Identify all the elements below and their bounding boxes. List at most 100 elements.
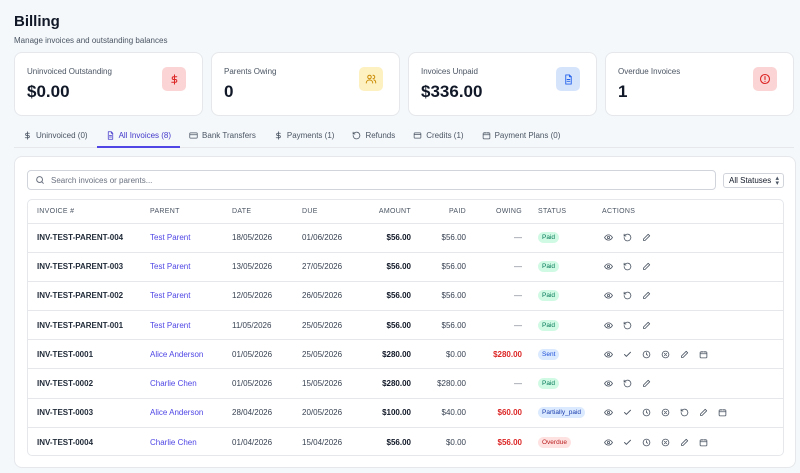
clock-action-clock-icon[interactable] <box>640 436 653 449</box>
tab-all-invoices[interactable]: All Invoices (8) <box>96 124 181 148</box>
eye-action-eye-icon[interactable] <box>602 406 615 419</box>
pencil-action-pencil-icon[interactable] <box>640 231 653 244</box>
col-parent: PARENT <box>150 200 232 224</box>
tab-payments[interactable]: Payments (1) <box>265 124 344 147</box>
invoice-date: 01/05/2026 <box>232 379 273 389</box>
invoice-number[interactable]: INV-TEST-PARENT-002 <box>37 291 124 301</box>
table-row[interactable]: INV-TEST-0002 Charlie Chen 01/05/2026 15/05… <box>28 369 783 399</box>
status-cell: Paid <box>522 369 602 398</box>
pencil-action-pencil-icon[interactable] <box>640 260 653 273</box>
paid: $56.00 <box>441 262 466 272</box>
tab-label: Credits (1) <box>426 131 464 140</box>
pencil-action-pencil-icon[interactable] <box>697 406 710 419</box>
row-actions <box>602 436 783 449</box>
col-paid: PAID <box>411 200 466 224</box>
status-badge: Paid <box>538 232 560 244</box>
billing-tabs: Uninvoiced (0) All Invoices (8) Bank Tra… <box>14 124 794 148</box>
eye-action-eye-icon[interactable] <box>602 289 615 302</box>
invoice-number[interactable]: INV-TEST-0004 <box>37 437 94 447</box>
owing: $56.00 <box>497 437 522 447</box>
eye-action-eye-icon[interactable] <box>602 377 615 390</box>
clock-action-clock-icon[interactable] <box>640 406 653 419</box>
table-row[interactable]: INV-TEST-PARENT-001 Test Parent 11/05/2026… <box>28 311 783 340</box>
x-circle-action-x-circle-icon[interactable] <box>659 348 672 361</box>
due-date: 25/05/2026 <box>302 320 343 330</box>
amount: $100.00 <box>382 408 411 418</box>
dollar-icon <box>24 131 30 140</box>
undo-action-undo-icon[interactable] <box>621 319 634 332</box>
invoice-number[interactable]: INV-TEST-PARENT-004 <box>37 233 124 243</box>
status-cell: Partially_paid <box>522 398 602 427</box>
eye-action-eye-icon[interactable] <box>602 348 615 361</box>
parent-link[interactable]: Test Parent <box>150 291 191 301</box>
undo-action-undo-icon[interactable] <box>678 406 691 419</box>
status-filter-value: All Statuses <box>729 176 772 185</box>
status-badge: Sent <box>538 348 560 360</box>
pencil-action-pencil-icon[interactable] <box>678 348 691 361</box>
parent-link[interactable]: Alice Anderson <box>150 408 204 418</box>
pencil-action-pencil-icon[interactable] <box>678 436 691 449</box>
status-cell: Paid <box>522 281 602 310</box>
card-value: 1 <box>618 82 628 101</box>
check-action-check-icon[interactable] <box>621 348 634 361</box>
tab-refunds[interactable]: Refunds <box>343 124 404 147</box>
parent-link[interactable]: Alice Anderson <box>150 349 204 359</box>
table-row[interactable]: INV-TEST-0004 Charlie Chen 01/04/2026 15/04… <box>28 427 783 455</box>
pencil-action-pencil-icon[interactable] <box>640 377 653 390</box>
actions-cell <box>602 398 783 427</box>
invoice-number[interactable]: INV-TEST-PARENT-003 <box>37 262 124 272</box>
card-label: Overdue Invoices <box>618 67 681 76</box>
tab-credits[interactable]: Credits (1) <box>404 124 472 147</box>
undo-action-undo-icon[interactable] <box>621 260 634 273</box>
table-row[interactable]: INV-TEST-0001 Alice Anderson 01/05/2026 25/… <box>28 340 783 369</box>
status-badge: Paid <box>538 319 560 331</box>
calendar-action-calendar-icon[interactable] <box>697 436 710 449</box>
dollar-icon <box>275 131 281 140</box>
search-input[interactable] <box>51 175 651 185</box>
status-filter-select[interactable]: All Statuses ▴ ▾ <box>723 173 784 188</box>
eye-action-eye-icon[interactable] <box>602 436 615 449</box>
table-row[interactable]: INV-TEST-PARENT-002 Test Parent 12/05/2026… <box>28 281 783 311</box>
status-cell: Paid <box>522 252 602 281</box>
tab-bank-transfers[interactable]: Bank Transfers <box>180 124 265 147</box>
status-badge: Paid <box>538 290 560 302</box>
undo-action-undo-icon[interactable] <box>621 377 634 390</box>
table-row[interactable]: INV-TEST-0003 Alice Anderson 28/04/2026 20/… <box>28 398 783 428</box>
parent-link[interactable]: Test Parent <box>150 262 191 272</box>
pencil-action-pencil-icon[interactable] <box>640 319 653 332</box>
tab-label: Refunds <box>365 131 396 140</box>
clock-action-clock-icon[interactable] <box>640 348 653 361</box>
calendar-action-calendar-icon[interactable] <box>697 348 710 361</box>
calendar-action-calendar-icon[interactable] <box>716 406 729 419</box>
parent-link[interactable]: Test Parent <box>150 320 191 330</box>
invoice-number[interactable]: INV-TEST-PARENT-001 <box>37 320 124 330</box>
amount: $56.00 <box>386 320 411 330</box>
card-uninvoiced-outstanding: Uninvoiced Outstanding $0.00 <box>14 52 203 116</box>
tab-payment-plans[interactable]: Payment Plans (0) <box>473 124 570 147</box>
x-circle-action-x-circle-icon[interactable] <box>659 406 672 419</box>
tab-uninvoiced[interactable]: Uninvoiced (0) <box>14 124 97 147</box>
card-parents-owing: Parents Owing 0 <box>211 52 400 116</box>
check-action-check-icon[interactable] <box>621 436 634 449</box>
calendar-icon <box>482 132 490 140</box>
parent-link[interactable]: Test Parent <box>150 233 191 243</box>
table-row[interactable]: INV-TEST-PARENT-004 Test Parent 18/05/2026… <box>28 223 783 253</box>
x-circle-action-x-circle-icon[interactable] <box>659 436 672 449</box>
undo-action-undo-icon[interactable] <box>621 231 634 244</box>
pencil-action-pencil-icon[interactable] <box>640 289 653 302</box>
parent-link[interactable]: Charlie Chen <box>150 437 197 447</box>
eye-action-eye-icon[interactable] <box>602 260 615 273</box>
undo-action-undo-icon[interactable] <box>621 289 634 302</box>
invoice-number[interactable]: INV-TEST-0002 <box>37 379 94 389</box>
col-due: DUE <box>302 200 362 224</box>
wallet-icon <box>413 132 422 139</box>
eye-action-eye-icon[interactable] <box>602 319 615 332</box>
invoice-number[interactable]: INV-TEST-0003 <box>37 408 94 418</box>
invoice-number[interactable]: INV-TEST-0001 <box>37 349 94 359</box>
check-action-check-icon[interactable] <box>621 406 634 419</box>
parent-link[interactable]: Charlie Chen <box>150 379 197 389</box>
owing: — <box>514 233 522 243</box>
eye-action-eye-icon[interactable] <box>602 231 615 244</box>
page-subtitle: Manage invoices and outstanding balances <box>14 36 168 45</box>
table-row[interactable]: INV-TEST-PARENT-003 Test Parent 13/05/2026… <box>28 252 783 282</box>
